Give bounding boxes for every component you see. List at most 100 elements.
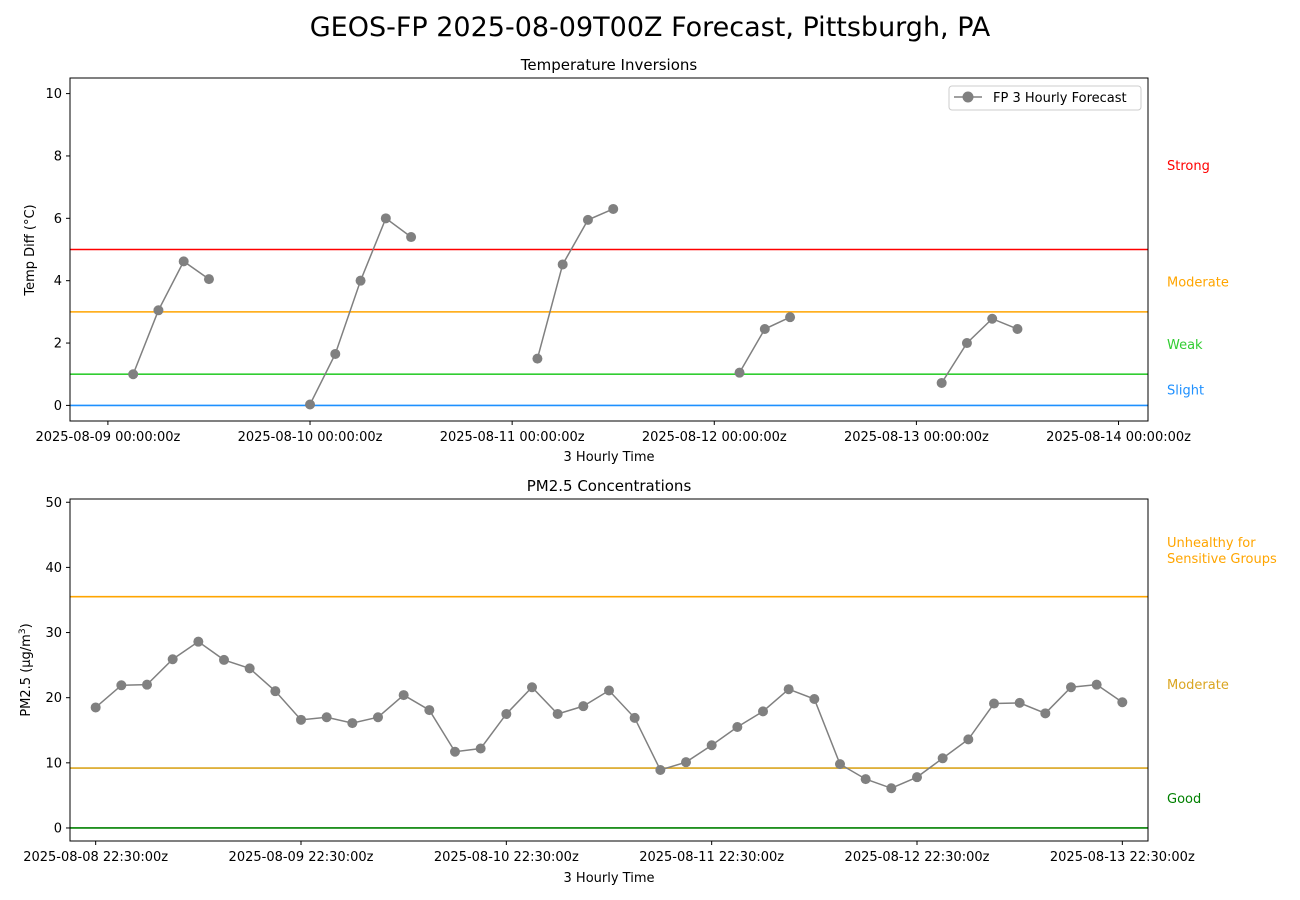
x-tick-label: 2025-08-11 00:00:00z bbox=[440, 430, 585, 445]
data-point bbox=[142, 679, 152, 690]
y-axis-label-end: ) bbox=[19, 623, 34, 628]
data-point bbox=[809, 693, 820, 704]
y-tick-label: 0 bbox=[54, 821, 62, 836]
data-point bbox=[501, 708, 512, 719]
data-point bbox=[759, 324, 770, 335]
y-tick-label: 10 bbox=[45, 87, 62, 102]
data-point bbox=[734, 367, 745, 378]
temperature-inversions-chart: Temperature Inversions 3 Hourly Time Tem… bbox=[23, 56, 1229, 465]
pm25-concentrations-chart: PM2.5 Concentrations 3 Hourly Time PM2.5… bbox=[18, 477, 1277, 886]
data-point bbox=[608, 203, 619, 214]
data-point bbox=[912, 772, 922, 783]
data-point bbox=[178, 256, 189, 267]
series-line bbox=[536, 208, 614, 359]
data-point bbox=[532, 353, 543, 364]
data-point bbox=[527, 682, 537, 693]
data-point bbox=[330, 348, 341, 359]
data-point bbox=[296, 714, 306, 725]
data-point bbox=[270, 686, 281, 697]
data-point bbox=[167, 654, 178, 665]
y-tick-label: 50 bbox=[45, 496, 62, 511]
data-point bbox=[681, 757, 691, 768]
category-label: Good bbox=[1167, 792, 1201, 807]
x-tick-label: 2025-08-13 00:00:00z bbox=[844, 430, 989, 445]
data-point bbox=[835, 759, 845, 770]
x-axis-label: 3 Hourly Time bbox=[564, 450, 655, 465]
data-point bbox=[1066, 682, 1076, 693]
data-point bbox=[355, 275, 366, 286]
y-axis-label: Temp Diff (°C) bbox=[23, 204, 38, 296]
x-tick-label: 2025-08-09 22:30:00z bbox=[229, 850, 374, 865]
series-line bbox=[132, 260, 210, 375]
x-tick-label: 2025-08-14 00:00:00z bbox=[1046, 430, 1191, 445]
data-point bbox=[706, 740, 717, 751]
data-point bbox=[219, 654, 229, 665]
data-point bbox=[860, 774, 871, 785]
data-point bbox=[424, 705, 435, 716]
data-point bbox=[629, 712, 640, 723]
data-point bbox=[380, 213, 391, 224]
data-point bbox=[373, 712, 383, 723]
y-tick-label: 2 bbox=[54, 337, 62, 352]
x-tick-label: 2025-08-08 22:30:00z bbox=[23, 850, 168, 865]
data-point bbox=[963, 734, 974, 745]
data-point bbox=[989, 698, 999, 709]
data-point bbox=[785, 312, 796, 323]
x-tick-label: 2025-08-10 22:30:00z bbox=[434, 850, 579, 865]
legend-swatch-marker bbox=[962, 91, 974, 103]
data-point bbox=[1091, 679, 1102, 690]
data-point bbox=[582, 214, 593, 225]
category-label: Strong bbox=[1167, 159, 1210, 174]
series-layer bbox=[90, 636, 1128, 794]
x-tick-label: 2025-08-13 22:30:00z bbox=[1050, 850, 1195, 865]
legend: FP 3 Hourly Forecast bbox=[948, 85, 1142, 111]
category-label: Moderate bbox=[1167, 276, 1229, 291]
y-tick-label: 30 bbox=[45, 626, 62, 641]
series-line bbox=[941, 317, 1018, 384]
category-label: Unhealthy for Sensitive Groups bbox=[1167, 536, 1277, 567]
data-point bbox=[305, 399, 316, 410]
data-point bbox=[578, 701, 589, 712]
data-point bbox=[783, 684, 794, 695]
data-point bbox=[655, 764, 666, 775]
legend-entry: FP 3 Hourly Forecast bbox=[993, 91, 1127, 106]
category-labels: Unhealthy for Sensitive Groups Moderate Goo… bbox=[1167, 536, 1277, 807]
y-tick-label: 10 bbox=[45, 756, 62, 771]
data-point bbox=[1117, 697, 1128, 708]
data-point bbox=[244, 663, 255, 674]
x-tick-label: 2025-08-11 22:30:00z bbox=[639, 850, 784, 865]
data-point bbox=[406, 232, 417, 243]
data-point bbox=[347, 718, 358, 729]
data-point bbox=[936, 377, 947, 388]
series-layer bbox=[128, 203, 1023, 410]
data-point bbox=[552, 708, 563, 719]
x-tick-label: 2025-08-12 00:00:00z bbox=[642, 430, 787, 445]
plot-frame bbox=[69, 77, 1149, 422]
data-point bbox=[203, 274, 214, 285]
data-point bbox=[128, 369, 139, 380]
x-tick-label: 2025-08-10 00:00:00z bbox=[238, 430, 383, 445]
y-tick-label: 20 bbox=[45, 691, 62, 706]
data-point bbox=[475, 743, 486, 754]
chart-title: Temperature Inversions bbox=[520, 56, 698, 74]
figure-title: GEOS-FP 2025-08-09T00Z Forecast, Pittsbu… bbox=[309, 12, 991, 43]
y-tick-label: 40 bbox=[45, 561, 62, 576]
data-point bbox=[732, 722, 743, 732]
category-label: Weak bbox=[1167, 338, 1203, 353]
y-tick-label: 6 bbox=[54, 212, 62, 227]
data-point bbox=[961, 338, 972, 349]
data-point bbox=[886, 783, 897, 794]
threshold-lines bbox=[70, 595, 1148, 829]
axes: 0 2 4 6 8 10 2025-08-09 00:00:00z 2025-08-10 00… bbox=[35, 77, 1191, 445]
y-tick-label: 0 bbox=[54, 399, 62, 414]
threshold-lines bbox=[70, 248, 1148, 407]
x-tick-label: 2025-08-12 22:30:00z bbox=[845, 850, 990, 865]
y-tick-label: 8 bbox=[54, 149, 62, 164]
data-point bbox=[153, 305, 164, 316]
data-point bbox=[758, 706, 768, 717]
data-point bbox=[1012, 324, 1023, 335]
y-tick-label: 4 bbox=[54, 274, 62, 289]
data-point bbox=[90, 702, 101, 713]
category-label: Moderate bbox=[1167, 678, 1229, 693]
